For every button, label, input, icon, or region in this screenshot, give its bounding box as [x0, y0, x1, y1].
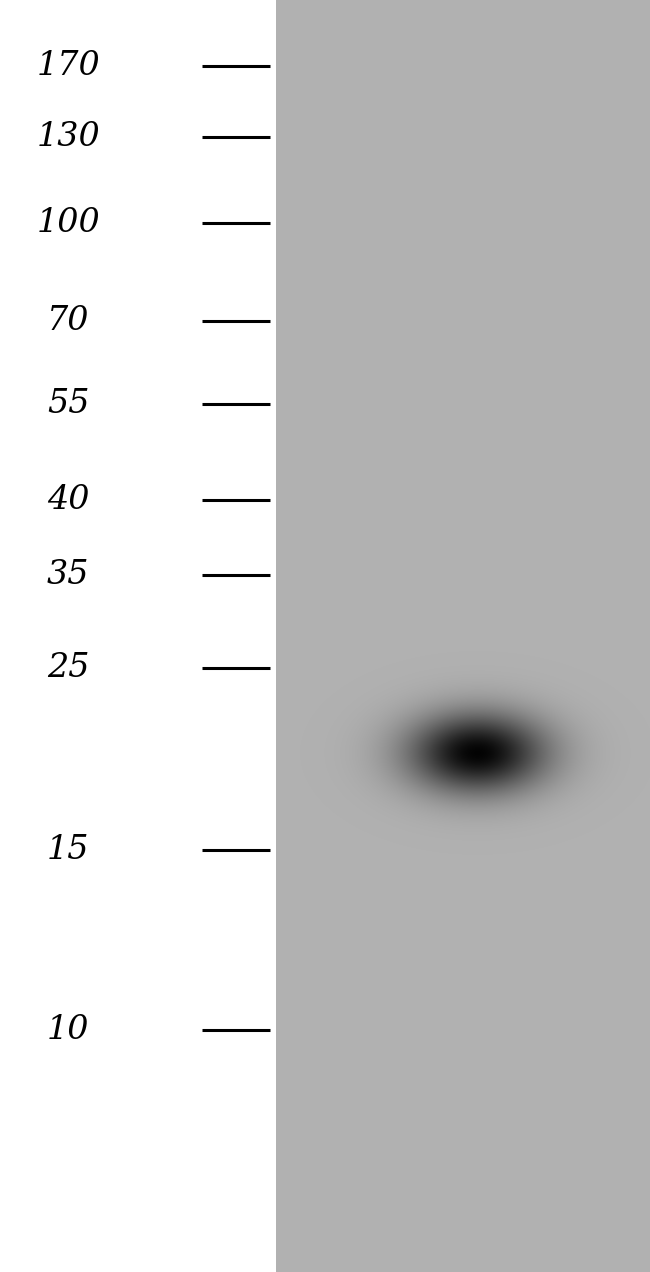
Text: 10: 10	[47, 1014, 90, 1047]
Text: 170: 170	[36, 50, 100, 83]
Text: 40: 40	[47, 483, 90, 516]
Text: 130: 130	[36, 121, 100, 154]
Text: 70: 70	[47, 304, 90, 337]
Text: 35: 35	[47, 558, 90, 591]
Text: 55: 55	[47, 388, 90, 421]
Text: 15: 15	[47, 833, 90, 866]
Text: 100: 100	[36, 206, 100, 239]
Text: 25: 25	[47, 651, 90, 684]
